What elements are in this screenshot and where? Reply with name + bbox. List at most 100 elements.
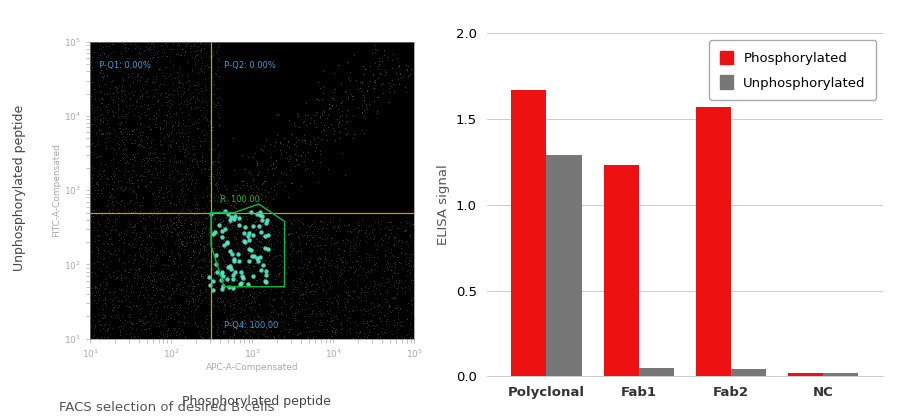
Point <box>334 99 349 106</box>
Point <box>268 190 283 197</box>
Point <box>144 209 159 215</box>
Point <box>200 193 214 199</box>
Point <box>180 291 195 298</box>
Point <box>178 288 193 294</box>
Point <box>103 200 117 207</box>
Point <box>207 135 222 141</box>
Point <box>207 253 222 260</box>
Point <box>125 320 140 327</box>
Point <box>314 136 329 143</box>
Point <box>384 248 398 255</box>
Point <box>361 83 376 90</box>
Point <box>341 299 355 306</box>
Point <box>368 261 382 268</box>
Point <box>140 38 154 45</box>
Point <box>343 243 358 250</box>
Point <box>108 172 123 178</box>
Point <box>111 158 125 165</box>
Point <box>208 267 223 274</box>
Point <box>198 86 213 93</box>
Point <box>171 224 186 230</box>
Point <box>140 76 154 82</box>
Point <box>101 100 115 107</box>
Point <box>140 181 154 188</box>
Point <box>373 334 387 340</box>
Point <box>351 227 366 234</box>
Point <box>277 299 291 306</box>
Point <box>181 229 196 236</box>
Point <box>276 289 290 296</box>
Point <box>281 320 296 327</box>
Point <box>118 124 132 131</box>
Point <box>398 227 413 233</box>
Point <box>387 260 401 266</box>
Point <box>331 292 345 299</box>
Point <box>197 115 212 122</box>
Point <box>259 136 273 143</box>
Point <box>193 143 207 150</box>
Point <box>218 209 232 216</box>
Point <box>212 163 226 170</box>
Point <box>304 311 318 317</box>
Point <box>244 267 259 273</box>
Point <box>203 282 217 288</box>
Point <box>176 284 190 291</box>
Point <box>254 217 268 223</box>
Point <box>255 192 269 199</box>
Point <box>162 73 177 79</box>
Point <box>117 135 132 142</box>
Point <box>179 298 194 304</box>
Point <box>136 143 150 150</box>
Point <box>221 219 235 226</box>
Point <box>248 298 262 305</box>
Point <box>331 62 345 69</box>
Point <box>123 288 138 295</box>
Point <box>300 262 314 269</box>
Point <box>175 327 189 334</box>
Point <box>136 59 150 65</box>
Point <box>270 112 285 119</box>
Point <box>134 63 149 70</box>
Point <box>224 201 239 208</box>
Point <box>313 85 327 92</box>
Point <box>226 285 241 292</box>
Point <box>126 187 141 194</box>
Point <box>94 186 108 193</box>
Point <box>360 223 375 229</box>
Point <box>388 260 403 267</box>
Point <box>189 199 204 206</box>
Point <box>110 207 124 214</box>
Point <box>141 158 155 165</box>
Point <box>99 181 114 187</box>
Point <box>403 268 417 275</box>
Point <box>198 319 213 325</box>
Point <box>121 109 135 115</box>
Point <box>224 265 239 272</box>
Point <box>159 185 173 191</box>
Point <box>404 253 418 260</box>
Point <box>177 243 192 250</box>
Point <box>97 294 112 301</box>
Point <box>118 168 132 174</box>
Point <box>248 219 262 225</box>
Point <box>135 224 150 230</box>
Point <box>182 99 196 106</box>
Point <box>170 79 185 86</box>
Point <box>309 228 323 234</box>
Point <box>114 184 129 191</box>
Point <box>378 252 393 258</box>
Point <box>281 263 296 270</box>
Point <box>394 250 408 256</box>
Point <box>160 188 175 194</box>
Point <box>241 325 255 332</box>
Point <box>185 171 199 178</box>
Point <box>191 81 205 88</box>
Point <box>86 116 101 123</box>
Point <box>385 306 399 313</box>
Point <box>128 232 142 238</box>
Point <box>289 157 304 164</box>
Point <box>89 288 104 295</box>
Point <box>95 94 109 101</box>
Point <box>141 231 156 238</box>
Point <box>187 48 202 54</box>
